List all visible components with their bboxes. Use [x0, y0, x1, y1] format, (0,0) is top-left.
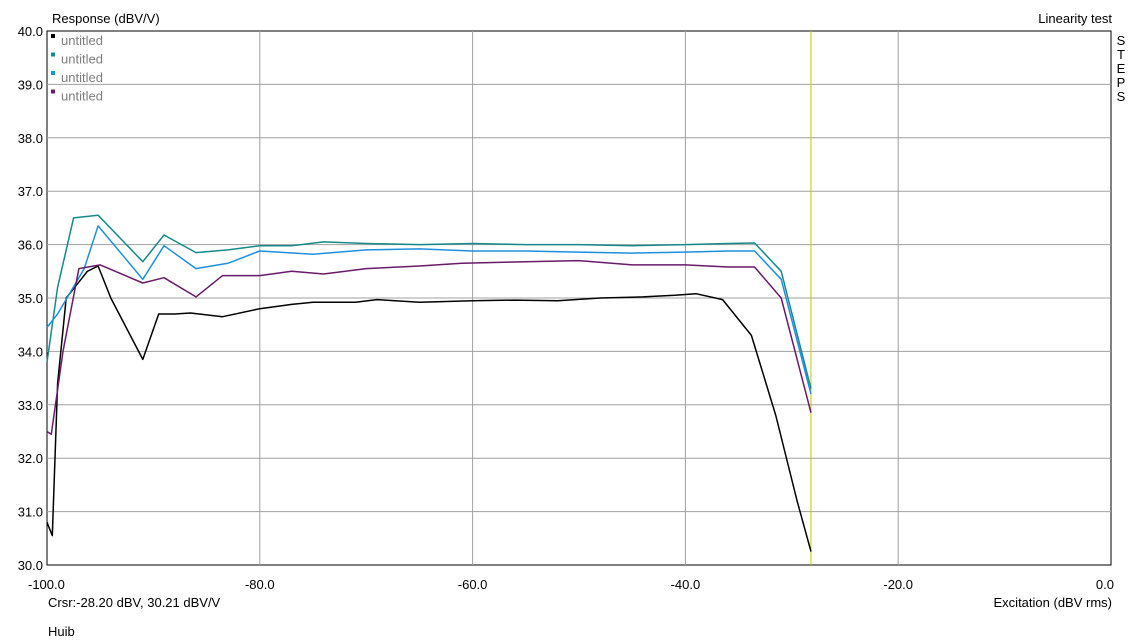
y-tick-label: 40.0 — [18, 24, 43, 39]
x-tick-label: -100.0 — [28, 577, 65, 592]
x-axis-label: Excitation (dBV rms) — [994, 595, 1112, 610]
y-axis-label: Response (dBV/V) — [52, 11, 160, 26]
y-tick-label: 31.0 — [18, 505, 43, 520]
y-tick-label: 36.0 — [18, 238, 43, 253]
legend-swatch-1 — [51, 34, 55, 38]
series-line-1 — [46, 265, 812, 552]
legend-label-2: untitled — [61, 52, 103, 67]
x-tick-label: 0.0 — [1096, 577, 1114, 592]
y-tick-label: 39.0 — [18, 77, 43, 92]
x-tick-label: -20.0 — [883, 577, 913, 592]
legend-label-3: untitled — [61, 70, 103, 85]
y-tick-label: 34.0 — [18, 344, 43, 359]
x-tick-label: -40.0 — [671, 577, 701, 592]
y-tick-label: 35.0 — [18, 291, 43, 306]
author-label: Huib — [48, 624, 75, 639]
series-line-2 — [46, 214, 812, 389]
x-tick-label: -60.0 — [458, 577, 488, 592]
series-line-3 — [46, 225, 812, 395]
legend-label-4: untitled — [61, 89, 103, 104]
cursor-readout: Crsr:-28.20 dBV, 30.21 dBV/V — [48, 595, 221, 610]
y-tick-label: 38.0 — [18, 131, 43, 146]
y-tick-label: 37.0 — [18, 184, 43, 199]
x-tick-label: -80.0 — [245, 577, 275, 592]
series-line-4 — [46, 259, 812, 435]
legend-label-1: untitled — [61, 33, 103, 48]
y-tick-label: 33.0 — [18, 398, 43, 413]
legend-swatch-3 — [51, 71, 55, 75]
legend-swatch-4 — [51, 89, 55, 94]
y-tick-label: 30.0 — [18, 558, 43, 573]
y-tick-label: 32.0 — [18, 451, 43, 466]
legend-swatch-2 — [51, 52, 55, 57]
chart-title: Linearity test — [1038, 11, 1112, 26]
